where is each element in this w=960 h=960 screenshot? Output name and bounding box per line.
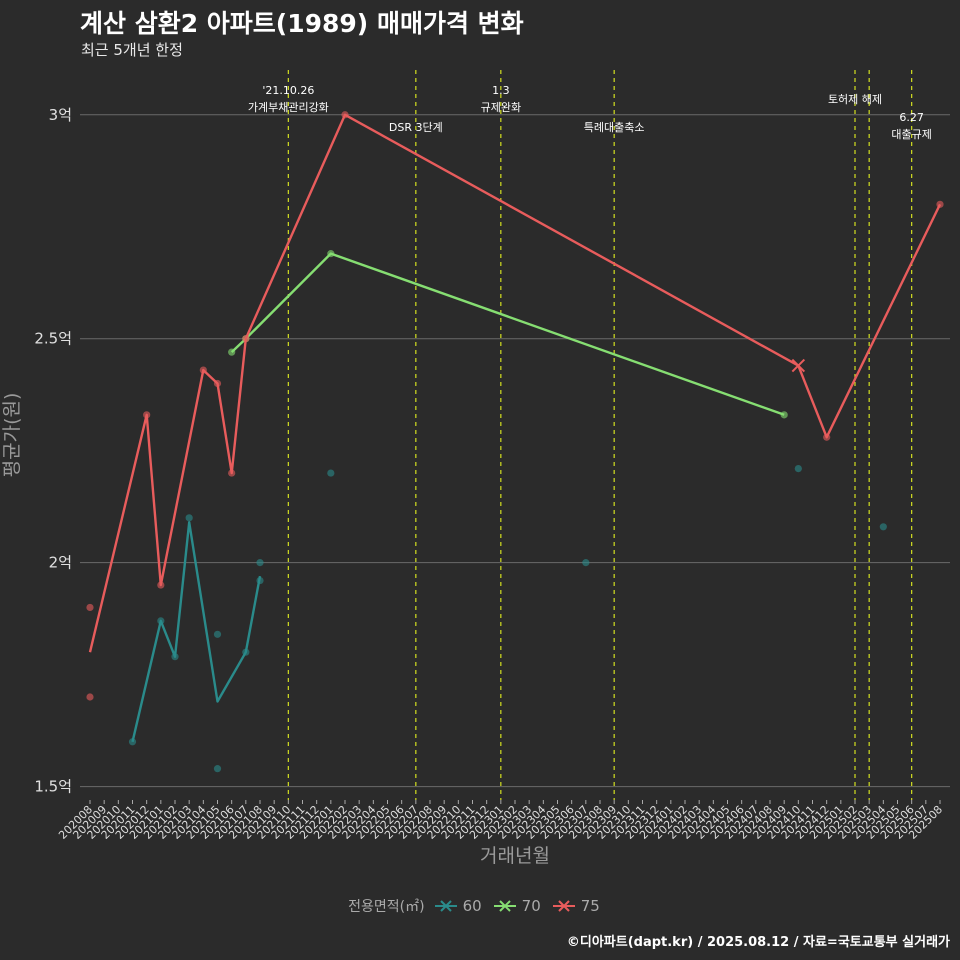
legend-title: 전용면적(㎡)	[348, 899, 425, 915]
legend: 전용면적(㎡) 60 70 75	[0, 896, 960, 916]
data-point-60	[157, 617, 165, 625]
data-point-75	[242, 335, 250, 343]
data-point-75	[936, 200, 944, 208]
data-point-75	[157, 581, 165, 589]
legend-item-75: 75	[552, 897, 600, 915]
event-annotation: 특례대출축소	[584, 121, 645, 134]
series-line-60	[131, 521, 262, 743]
event-annotation: '21.10.26	[262, 84, 314, 97]
event-annotation: DSR 3단계	[389, 121, 443, 134]
event-annotation: 대출규제	[891, 128, 931, 141]
x-axis-title: 거래년월	[480, 845, 550, 867]
legend-label-70: 70	[521, 897, 541, 915]
data-point-75	[86, 693, 94, 701]
data-point-75	[823, 433, 831, 441]
data-point-75	[228, 469, 236, 477]
event-annotation: 토허제 해제	[828, 92, 882, 106]
data-point-60	[213, 630, 222, 638]
cross-marker-75	[791, 358, 806, 373]
data-point-60	[185, 514, 193, 522]
legend-glyph-75-icon	[552, 900, 575, 912]
data-point-60	[879, 523, 887, 531]
data-point-60	[582, 559, 590, 567]
data-point-75	[199, 366, 207, 374]
cross-stroke	[791, 358, 806, 373]
data-point-60	[171, 653, 179, 661]
legend-label-60: 60	[462, 897, 482, 915]
legend-item-60: 60	[434, 897, 482, 915]
data-point-70	[780, 411, 788, 419]
legend-item-70: 70	[493, 897, 541, 915]
data-point-60	[327, 469, 335, 477]
event-annotation: 가계부채관리강화	[248, 101, 329, 114]
source-caption: ©디아파트(dapt.kr) / 2025.08.12 / 자료=국토교통부 실…	[566, 935, 950, 950]
legend-label-75: 75	[580, 897, 600, 915]
data-point-70	[327, 250, 335, 258]
y-tick-label: 3억	[49, 106, 72, 124]
legend-glyph-70-icon	[493, 900, 516, 912]
data-point-75	[143, 411, 151, 419]
y-tick-label: 2.5억	[34, 330, 72, 348]
data-point-60	[794, 464, 802, 473]
event-annotation: 규제완화	[481, 101, 521, 114]
data-point-75	[341, 111, 349, 119]
data-point-75	[86, 603, 94, 612]
y-tick-label: 2억	[49, 554, 72, 572]
data-point-70	[228, 348, 236, 356]
data-point-60	[128, 738, 137, 746]
data-point-75	[213, 379, 222, 388]
data-point-60	[256, 559, 264, 567]
chart-subtitle: 최근 5개년 한정	[81, 41, 183, 59]
legend-glyph-60-icon	[434, 900, 457, 912]
y-tick-label: 1.5억	[34, 778, 72, 796]
chart-title: 계산 삼환2 아파트(1989) 매매가격 변화	[80, 9, 524, 38]
data-point-60	[242, 648, 250, 656]
y-axis-title: 평균가(원)	[1, 393, 23, 478]
event-annotation: 6.27	[899, 111, 924, 124]
data-point-60	[256, 576, 264, 585]
data-point-60	[213, 765, 222, 773]
series-line-70	[230, 252, 785, 416]
event-annotation: 1.3	[492, 84, 510, 97]
